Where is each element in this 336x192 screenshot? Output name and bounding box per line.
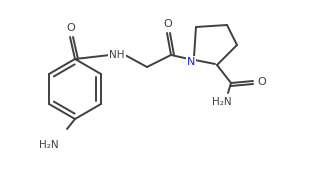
Text: O: O [67, 23, 75, 33]
Text: N: N [187, 57, 195, 67]
Text: H₂N: H₂N [212, 97, 232, 107]
Text: NH: NH [109, 50, 125, 60]
Text: O: O [258, 77, 266, 87]
Text: H₂N: H₂N [39, 140, 59, 150]
Text: O: O [164, 19, 172, 29]
